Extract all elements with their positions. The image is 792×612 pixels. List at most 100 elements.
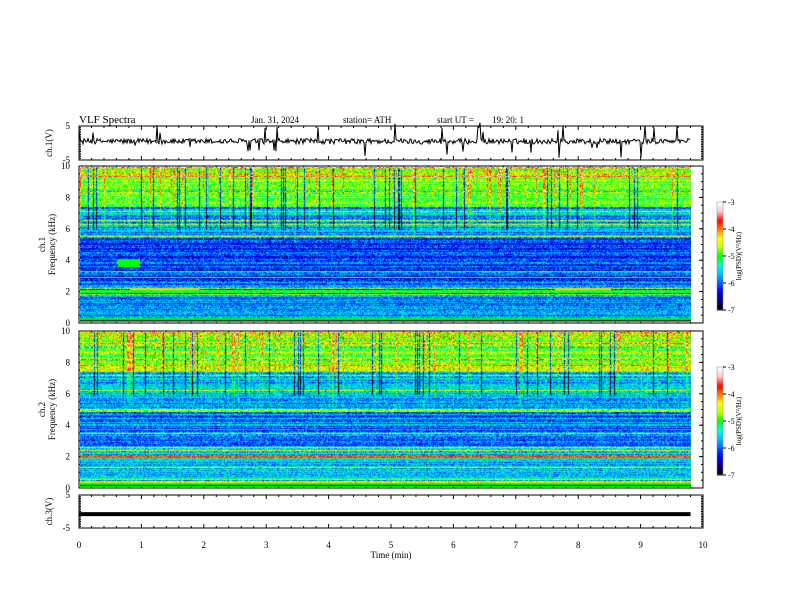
x-tick-label: 4 [326,540,331,550]
y-tick-label: -5 [63,155,71,165]
colorbar-segment [717,229,723,233]
colorbar-segment [717,212,723,217]
colorbar-segment [717,439,723,444]
colorbar-segment [717,402,723,406]
ylabel-ch3-waveform: ch.3(V) [44,498,54,526]
colorbar-segment [717,242,723,246]
y-tick-label: 5 [66,490,71,500]
y-tick-label: 2 [66,287,71,297]
start-ut-value: 19: 20: 1 [492,115,524,125]
colorbar-segment [717,223,723,227]
date-label: Jan. 31, 2024 [251,115,299,125]
colorbar-segment [717,269,723,273]
spectrogram-image-ch2-spectrogram [80,332,691,487]
colorbar-segment [717,450,723,454]
colorbar-segment [717,283,723,287]
x-tick-label: 0 [77,540,82,550]
spectrogram-image-ch1-spectrogram [80,167,691,322]
colorbar-tick-label: -5 [728,252,735,261]
colorbar-segment [717,256,723,260]
x-tick-label: 6 [451,540,456,550]
colorbar-tick-label: -3 [728,198,735,207]
colorbar-segment [717,453,723,457]
colorbar-segment [717,231,723,235]
colorbar-segment [717,277,723,281]
x-tick-label: 8 [576,540,581,550]
colorbar-segment [717,377,723,382]
colorbar-segment [717,299,723,303]
y-tick-label: -5 [63,523,71,533]
colorbar-segment [717,307,723,311]
colorbar-segment [717,383,723,387]
colorbar-tick-label: -7 [728,471,735,480]
y-tick-label: 0 [66,318,71,328]
x-tick-label: 3 [264,540,269,550]
colorbar-segment [717,247,723,252]
colorbar-segment [717,261,723,265]
colorbar-segment [717,264,723,268]
colorbar-tick-label: -7 [728,306,735,315]
colorbar-tick-label: -6 [728,444,735,453]
x-tick-label: 2 [202,540,207,550]
colorbar-segment [717,437,723,441]
colorbar-segment [717,234,723,238]
colorbar-segment [717,464,723,468]
colorbar-segment [717,266,723,271]
colorbar-segment [717,237,723,241]
colorbar-segment [717,226,723,230]
y-tick-label: 5 [66,121,71,131]
spectrogram-canvas [80,332,691,487]
colorbar-segment [717,404,723,409]
y-tick-label: 4 [66,255,71,265]
start-ut-label: start UT = [437,115,474,125]
x-tick-label: 1 [139,540,144,550]
colorbar-segment [717,385,723,390]
colorbar-tick-label: -4 [728,225,735,234]
colorbar-label: log(PSD)(V²/Hz) [735,231,743,280]
ylabel-top-ch1-spectrogram: ch.1 [37,237,47,252]
y-tick-label: 10 [61,161,71,171]
ch1-waveform-line [78,122,691,158]
colorbar-segment [717,202,723,206]
colorbar-segment [717,472,723,476]
colorbar-tick-label: -6 [728,279,735,288]
colorbar-segment [717,285,723,289]
colorbar-segment [717,426,723,430]
colorbar-segment [717,372,723,376]
colorbar-segment [717,220,723,225]
x-tick-label: 7 [514,540,519,550]
panel-frame-overlay [78,330,704,489]
colorbar-segment [717,445,723,449]
colorbar-segment [717,410,723,414]
ylabel-ch1-spectrogram: Frequency (kHz) [47,214,57,275]
colorbar-segment [717,394,723,398]
colorbar-segment [717,280,723,284]
colorbar-tick-label: -3 [728,363,735,372]
colorbar-segment [717,399,723,403]
colorbar-segment [717,423,723,427]
colorbar-segment [717,296,723,300]
colorbar-segment [717,207,723,211]
figure-title: VLF Spectra [79,114,136,126]
colorbar-segment [717,448,723,452]
colorbar-tick-label: -4 [728,390,735,399]
colorbar-segment [717,239,723,244]
y-tick-label: 2 [66,452,71,462]
colorbar-segment [717,388,723,392]
colorbar-segment [717,396,723,400]
colorbar-segment [717,204,723,208]
colorbar-segment [717,250,723,254]
colorbar-segment [717,245,723,249]
colorbar-segment [717,258,723,262]
y-tick-label: 0 [66,483,71,493]
colorbar-segment [717,442,723,446]
colorbar-segment [717,391,723,395]
ylabel-ch1-waveform: ch.1(V) [44,129,54,157]
colorbar-segment [717,367,723,371]
colorbar-segment [717,412,723,417]
colorbar-segment [717,456,723,460]
spectrogram-canvas [80,167,691,322]
colorbar-segment [717,304,723,308]
y-tick-label: 8 [66,357,71,367]
y-tick-label: 6 [66,389,71,399]
